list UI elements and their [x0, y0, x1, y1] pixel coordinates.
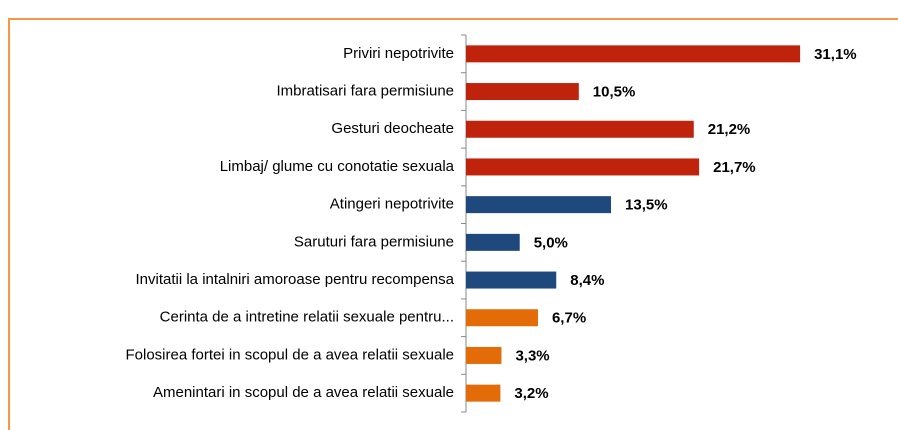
- value-label: 21,2%: [708, 121, 751, 138]
- category-label: Limbaj/ glume cu conotatie sexuala: [220, 158, 455, 175]
- value-label: 3,2%: [514, 385, 548, 402]
- bar: [466, 384, 501, 402]
- category-label: Cerinta de a intretine relatii sexuale p…: [160, 309, 454, 326]
- value-label: 5,0%: [534, 234, 568, 251]
- value-label: 6,7%: [552, 310, 586, 327]
- value-label: 21,7%: [713, 159, 756, 176]
- category-label: Priviri nepotrivite: [343, 45, 454, 62]
- category-label: Amenintari in scopul de a avea relatii s…: [153, 384, 454, 401]
- bar: [466, 309, 538, 327]
- bar: [466, 158, 700, 176]
- category-label: Atingeri nepotrivite: [330, 196, 454, 213]
- value-label: 3,3%: [515, 347, 549, 364]
- value-label: 8,4%: [570, 272, 604, 289]
- bar: [466, 83, 579, 101]
- bar: [466, 45, 801, 63]
- category-label: Invitatii la intalniri amoroase pentru r…: [136, 271, 455, 288]
- bar: [466, 233, 520, 251]
- category-label: Imbratisari fara permisiune: [276, 83, 454, 100]
- category-label: Folosirea fortei in scopul de a avea rel…: [125, 346, 454, 363]
- bar: [466, 120, 694, 138]
- bar: [466, 271, 557, 289]
- category-label: Gesturi deocheate: [331, 120, 454, 137]
- category-label: Saruturi fara permisiune: [294, 233, 454, 250]
- value-label: 13,5%: [625, 197, 668, 214]
- value-label: 10,5%: [593, 84, 636, 101]
- value-label: 31,1%: [814, 46, 857, 63]
- bar: [466, 346, 502, 364]
- bar: [466, 196, 612, 214]
